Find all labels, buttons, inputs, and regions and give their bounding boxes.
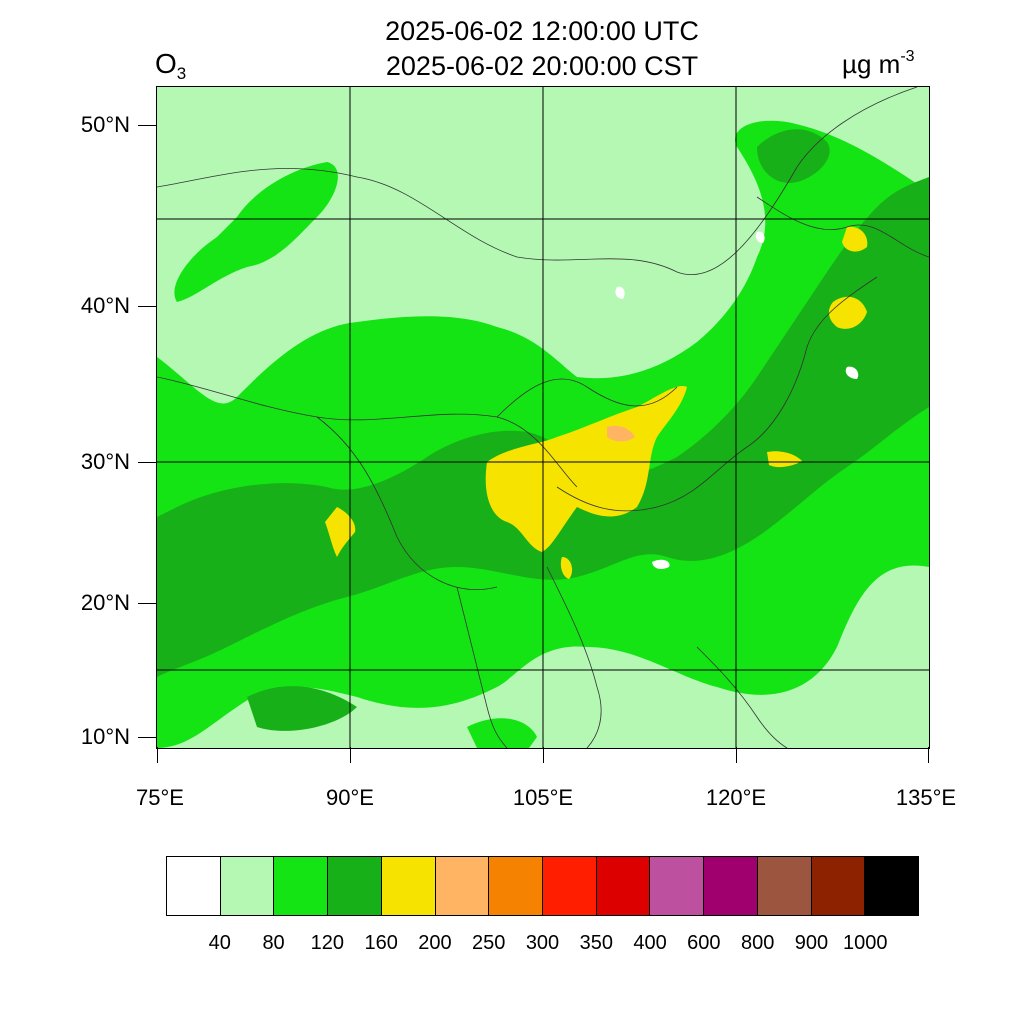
colorbar-level-label: 300 <box>525 932 560 954</box>
colorbar-swatch-4 <box>381 857 436 915</box>
lon-label-90: 90°E <box>326 785 374 810</box>
species-base: O <box>155 48 177 79</box>
colorbar-level-label: 120 <box>310 932 345 954</box>
colorbar-level-label: 200 <box>418 932 452 954</box>
colorbar-level-label: 400 <box>633 932 667 954</box>
lon-label-135: 135°E <box>895 785 957 810</box>
contour-200-250 <box>607 425 635 442</box>
colorbar-level-label: 900 <box>794 932 829 954</box>
colorbar-level-label: 250 <box>472 932 506 954</box>
lat-tick-40 <box>138 306 156 307</box>
lat-label-50: 50°N <box>80 112 130 137</box>
lat-tick-20 <box>138 603 156 604</box>
units-superscript: -3 <box>900 48 915 65</box>
colorbar-swatch-13 <box>865 857 919 915</box>
species-label: O3 <box>155 48 186 84</box>
lon-label-105: 105°E <box>512 785 574 810</box>
colorbar-swatch-0 <box>167 857 221 915</box>
lon-tick-135 <box>928 747 929 763</box>
lat-label-20: 20°N <box>80 590 130 615</box>
colorbar-level-label: 600 <box>687 932 721 954</box>
colorbar-swatch-8 <box>596 857 651 915</box>
colorbar-swatch-1 <box>220 857 275 915</box>
lat-tick-10 <box>138 737 156 738</box>
boundary-lines <box>157 87 929 748</box>
colorbar-level-label: 350 <box>579 932 613 954</box>
lon-tick-105 <box>543 747 544 763</box>
ozone-map <box>157 87 929 748</box>
title-cst: 2025-06-02 20:00:00 CST <box>385 51 699 81</box>
title-utc: 2025-06-02 12:00:00 UTC <box>385 16 699 46</box>
lat-label-30: 30°N <box>80 449 130 474</box>
lon-tick-75 <box>157 747 158 763</box>
lon-tick-90 <box>350 747 351 763</box>
colorbar-swatch-9 <box>650 857 705 915</box>
lat-label-40: 40°N <box>80 293 130 318</box>
colorbar-swatch-11 <box>757 857 812 915</box>
colorbar-swatch-2 <box>274 857 329 915</box>
colorbar-level-label: 80 <box>262 932 285 954</box>
species-subscript: 3 <box>176 64 187 83</box>
lon-tick-120 <box>736 747 737 763</box>
gridlines <box>157 87 929 748</box>
contour-below-40 <box>615 231 859 570</box>
colorbar-level-label: 40 <box>208 932 231 954</box>
units-label: µg m-3 <box>842 48 915 80</box>
lat-tick-30 <box>138 462 156 463</box>
colorbar-swatch-12 <box>811 857 866 915</box>
lon-label-75: 75°E <box>136 785 184 810</box>
colorbar-swatch-10 <box>704 857 758 915</box>
colorbar-level-label: 160 <box>364 932 398 954</box>
colorbar-level-label: 1000 <box>842 932 888 954</box>
colorbar-swatch-7 <box>543 857 597 915</box>
colorbar-swatch-5 <box>435 857 490 915</box>
colorbar-swatch-3 <box>328 857 382 915</box>
colorbar <box>166 856 919 916</box>
colorbar-swatch-6 <box>489 857 544 915</box>
lat-label-10: 10°N <box>80 724 130 749</box>
colorbar-level-label: 800 <box>740 932 775 954</box>
units-base: µg m <box>842 49 901 79</box>
lon-label-120: 120°E <box>705 785 767 810</box>
lat-tick-50 <box>138 125 156 126</box>
